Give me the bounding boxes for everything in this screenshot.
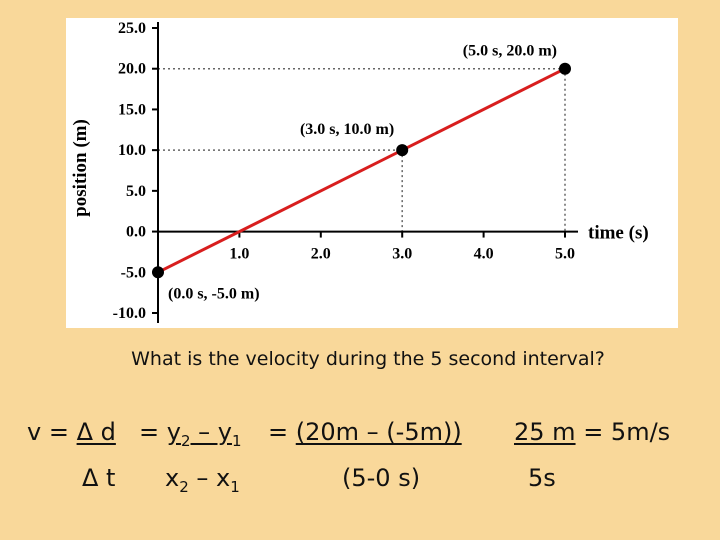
y-tick-label: 15.0 xyxy=(118,101,146,118)
chart-svg: 25.0 20.0 15.0 10.0 5.0 0.0 -5.0 -10.0 1.0 2.0 3.0… xyxy=(70,20,649,323)
result-numerator: 25 m xyxy=(514,418,576,446)
equation-v: v = Δ d xyxy=(27,418,116,446)
y-tick-label: 20.0 xyxy=(118,61,146,78)
x-difference: x2 – x1 xyxy=(165,464,240,496)
y-axis-label: position (m) xyxy=(70,119,91,217)
y-tick-label: 0.0 xyxy=(126,224,146,241)
delta-t: Δ t xyxy=(82,464,116,492)
point-annotation: (3.0 s, 10.0 m) xyxy=(300,121,394,138)
question-text: What is the velocity during the 5 second… xyxy=(131,348,605,370)
point-annotation: (5.0 s, 20.0 m) xyxy=(463,43,557,60)
v-equals: v = xyxy=(27,418,69,446)
x-tick-label: 3.0 xyxy=(392,246,412,263)
y-difference: y2 – y1 xyxy=(166,418,242,450)
x-axis-label: time (s) xyxy=(588,223,649,244)
result-value: = 5m/s xyxy=(583,418,671,446)
numerator-expression: (20m – (-5m)) xyxy=(295,418,462,446)
y-tick-label: -5.0 xyxy=(121,264,146,281)
data-point xyxy=(152,266,164,279)
equals-2: = xyxy=(139,418,160,446)
equals-3: = xyxy=(268,418,289,446)
data-point xyxy=(559,62,571,75)
equation-y-diff: = y2 – y1 xyxy=(139,418,242,450)
denominator-expression: (5-0 s) xyxy=(342,464,421,492)
equation-result: 25 m = 5m/s xyxy=(514,418,670,446)
y-tick-label: 25.0 xyxy=(118,20,146,37)
x-tick-label: 1.0 xyxy=(229,246,249,263)
position-time-chart: 25.0 20.0 15.0 10.0 5.0 0.0 -5.0 -10.0 1.0 2.0 3.0… xyxy=(66,18,678,328)
delta-d: Δ d xyxy=(76,418,116,446)
x-tick-label: 5.0 xyxy=(555,246,575,263)
equation-substitution: = (20m – (-5m)) xyxy=(268,418,462,446)
y-tick-label: 10.0 xyxy=(118,142,146,159)
result-denominator: 5s xyxy=(528,464,556,492)
x-tick-label: 4.0 xyxy=(474,246,494,263)
point-annotation: (0.0 s, -5.0 m) xyxy=(168,285,260,302)
data-point xyxy=(396,144,409,157)
y-tick-label: -10.0 xyxy=(113,305,146,322)
x-tick-label: 2.0 xyxy=(311,246,331,263)
y-tick-label: 5.0 xyxy=(126,183,146,200)
series-line xyxy=(157,67,566,274)
